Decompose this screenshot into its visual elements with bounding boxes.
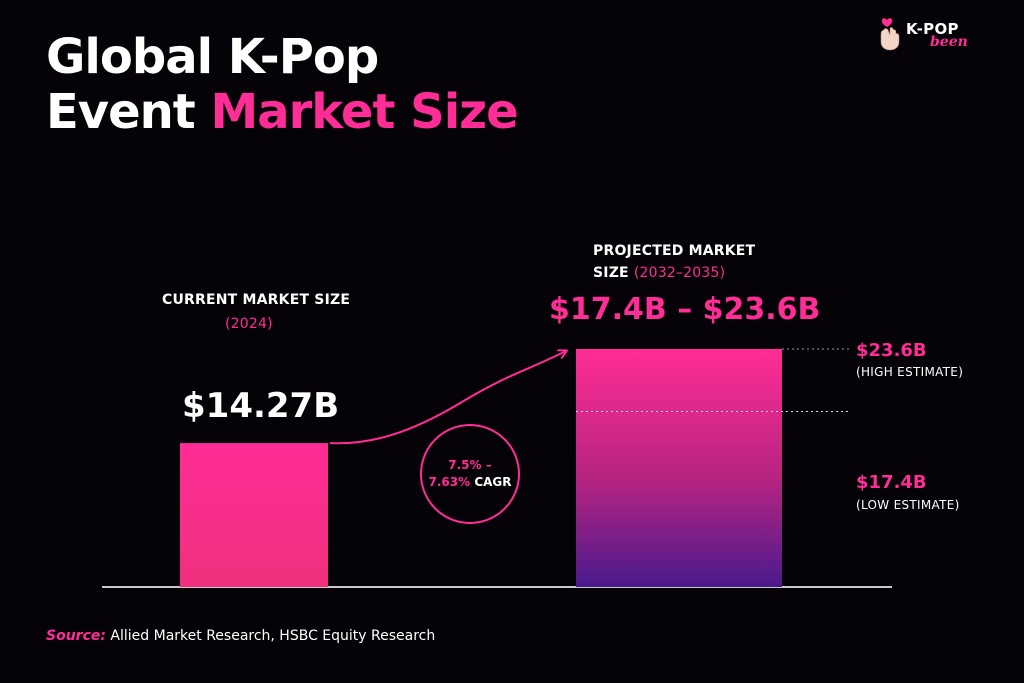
projected-period: (2032–2035) bbox=[633, 265, 726, 281]
cagr-rate: 7.5% – bbox=[448, 458, 492, 472]
source-note: Source: Allied Market Research, HSBC Equ… bbox=[46, 628, 435, 644]
growth-arrow bbox=[329, 351, 566, 445]
cagr-suffix: CAGR bbox=[474, 475, 512, 489]
current-value: $14.27B bbox=[182, 386, 340, 426]
page-title: Global K-Pop Event Market Size bbox=[46, 29, 519, 140]
projected-range: $17.4B – $23.6B bbox=[549, 292, 821, 327]
projected-label-line2: SIZE (2032–2035) bbox=[593, 265, 725, 281]
title-line-2: Event Market Size bbox=[46, 84, 519, 140]
cagr-rate-line2: 7.63% CAGR bbox=[428, 474, 511, 491]
low-estimate-value: $17.4B bbox=[856, 472, 927, 493]
bar-current bbox=[180, 443, 328, 587]
brand-logo: K-POP been bbox=[878, 12, 988, 54]
projected-label-line1: PROJECTED MARKET bbox=[593, 243, 756, 259]
title-highlight: Market Size bbox=[210, 84, 518, 140]
finger-heart-icon bbox=[880, 18, 900, 51]
high-estimate-note: (HIGH ESTIMATE) bbox=[856, 365, 964, 379]
high-estimate-value: $23.6B bbox=[856, 340, 927, 361]
low-estimate-note: (LOW ESTIMATE) bbox=[856, 498, 960, 512]
title-line-1: Global K-Pop bbox=[46, 29, 379, 85]
source-text: Allied Market Research, HSBC Equity Rese… bbox=[110, 628, 436, 644]
bar-projected bbox=[576, 349, 782, 587]
cagr-badge: 7.5% – 7.63% CAGR bbox=[420, 424, 520, 524]
current-period: (2024) bbox=[225, 316, 273, 332]
logo-text-kpop: K-POP bbox=[906, 20, 959, 38]
title-line-2-plain: Event bbox=[46, 84, 196, 140]
source-label: Source: bbox=[46, 628, 106, 644]
projected-label-size: SIZE bbox=[593, 265, 629, 281]
current-label: CURRENT MARKET SIZE bbox=[162, 292, 351, 308]
cagr-rate2: 7.63% bbox=[428, 475, 471, 489]
logo-text-been: been bbox=[930, 34, 968, 50]
